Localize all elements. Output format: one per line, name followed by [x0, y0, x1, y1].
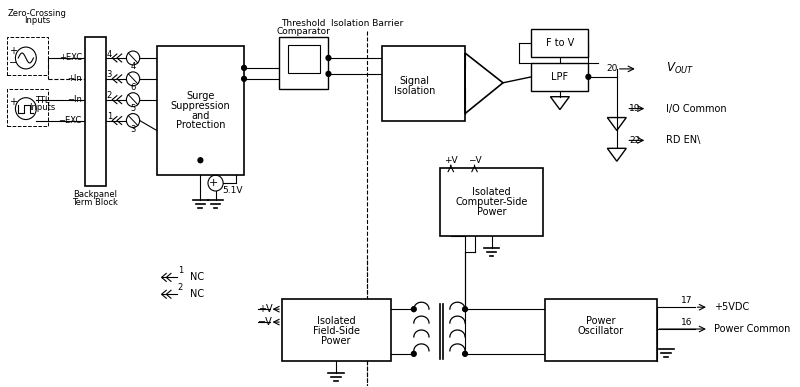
Text: +V: +V — [258, 304, 273, 314]
Bar — [7, 89, 48, 127]
Text: 2: 2 — [178, 283, 183, 292]
Bar — [279, 37, 329, 89]
Text: +V: +V — [444, 156, 458, 165]
Text: 16: 16 — [682, 318, 693, 327]
Text: 5.1V: 5.1V — [222, 185, 243, 195]
Text: F to V: F to V — [546, 38, 574, 48]
Bar — [531, 29, 588, 57]
Circle shape — [326, 55, 331, 60]
Text: Zero-Crossing: Zero-Crossing — [8, 9, 66, 18]
Bar — [531, 63, 588, 91]
Text: NC: NC — [190, 289, 204, 299]
Text: Threshold: Threshold — [282, 19, 326, 28]
Circle shape — [198, 158, 202, 163]
Text: Oscillator: Oscillator — [578, 326, 624, 336]
Text: −V: −V — [468, 156, 482, 165]
Text: Backpanel: Backpanel — [73, 190, 117, 199]
Bar — [157, 46, 244, 175]
Bar — [440, 168, 543, 236]
Text: −V: −V — [258, 317, 273, 327]
Bar — [282, 299, 391, 361]
Text: Isolation: Isolation — [394, 86, 435, 96]
Circle shape — [242, 65, 246, 70]
Text: Inputs: Inputs — [24, 16, 50, 25]
Circle shape — [462, 351, 467, 356]
Text: +: + — [209, 178, 218, 188]
Text: Isolated: Isolated — [472, 187, 511, 197]
Circle shape — [462, 307, 467, 312]
Bar — [382, 46, 465, 120]
Text: 2: 2 — [106, 91, 112, 100]
Text: 6: 6 — [130, 83, 136, 92]
Text: 3: 3 — [130, 125, 136, 134]
Text: Term Block: Term Block — [72, 199, 118, 207]
Text: +5VDC: +5VDC — [714, 302, 749, 312]
Text: +: + — [9, 46, 17, 56]
Text: Suppression: Suppression — [170, 101, 230, 111]
Text: NC: NC — [190, 272, 204, 283]
Text: 1: 1 — [178, 266, 183, 275]
Text: −EXC: −EXC — [58, 116, 82, 125]
Text: RD EN\: RD EN\ — [666, 135, 704, 146]
Bar — [288, 45, 320, 73]
Text: −: − — [9, 58, 17, 68]
Circle shape — [242, 76, 246, 81]
Text: 19: 19 — [629, 104, 641, 113]
Text: Power: Power — [477, 207, 506, 217]
Text: +In: +In — [67, 74, 82, 83]
Text: Isolated: Isolated — [317, 316, 355, 326]
Text: Power: Power — [586, 316, 615, 326]
Text: Isolation Barrier: Isolation Barrier — [331, 19, 403, 28]
Text: Inputs: Inputs — [29, 103, 55, 112]
Text: 4: 4 — [130, 62, 136, 72]
Text: Computer-Side: Computer-Side — [455, 197, 528, 207]
Bar — [545, 299, 657, 361]
Bar — [7, 37, 48, 75]
Text: Field-Side: Field-Side — [313, 326, 359, 336]
Text: 4: 4 — [106, 50, 112, 58]
Text: +: + — [9, 97, 17, 107]
Text: and: and — [191, 111, 210, 121]
Text: 22: 22 — [630, 136, 641, 145]
Text: I/O Common: I/O Common — [666, 104, 726, 114]
Bar — [85, 37, 106, 186]
Text: 5: 5 — [130, 104, 136, 113]
Text: LPF: LPF — [551, 72, 569, 82]
Text: 20: 20 — [606, 64, 618, 74]
Circle shape — [326, 71, 331, 76]
Text: Power Common: Power Common — [714, 324, 790, 334]
Text: 17: 17 — [682, 296, 693, 305]
Text: Power: Power — [322, 336, 350, 346]
Text: $V_{OUT}$: $V_{OUT}$ — [666, 62, 694, 77]
Text: Comparator: Comparator — [277, 27, 330, 36]
Text: Signal: Signal — [400, 76, 430, 86]
Circle shape — [411, 351, 416, 356]
Text: 3: 3 — [106, 70, 112, 79]
Text: Protection: Protection — [176, 120, 225, 130]
Text: 1: 1 — [106, 112, 112, 121]
Text: +EXC: +EXC — [58, 53, 82, 62]
Circle shape — [411, 307, 416, 312]
Text: TTL: TTL — [34, 96, 50, 105]
Circle shape — [586, 74, 590, 79]
Text: −In: −In — [67, 95, 82, 104]
Text: Surge: Surge — [186, 91, 214, 101]
